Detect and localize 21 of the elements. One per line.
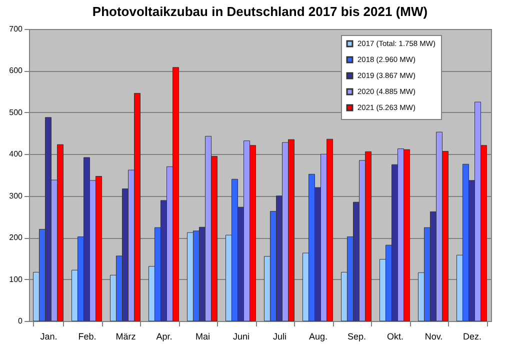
y-tick-label: 700 — [9, 24, 24, 34]
y-tick-label: 200 — [9, 233, 24, 242]
y-tick-label: 500 — [9, 108, 24, 117]
x-tick-label: Apr. — [156, 332, 172, 342]
x-tick-label: Jan. — [40, 332, 58, 342]
chart-title: Photovoltaikzubau in Deutschland 2017 bis 2021 (MW) — [92, 4, 428, 19]
y-tick-label: 400 — [9, 150, 24, 159]
x-tick-label: Juni — [232, 332, 250, 342]
x-tick-label: Juli — [272, 332, 287, 342]
x-tick-label: Feb. — [78, 332, 96, 342]
y-tick-label: 300 — [9, 191, 24, 200]
x-tick-label: Nov. — [424, 332, 443, 342]
x-tick-label: Aug. — [308, 332, 328, 342]
x-tick-label: Mai — [195, 332, 210, 342]
x-tick-label: Okt. — [386, 332, 404, 342]
x-tick-label: Dez. — [462, 332, 482, 342]
y-tick-label: 0 — [18, 316, 24, 326]
x-tick-label: März — [116, 332, 136, 342]
x-tick-label: Sep. — [347, 332, 366, 342]
y-tick-label: 600 — [9, 66, 24, 76]
y-tick-label: 100 — [9, 274, 24, 284]
